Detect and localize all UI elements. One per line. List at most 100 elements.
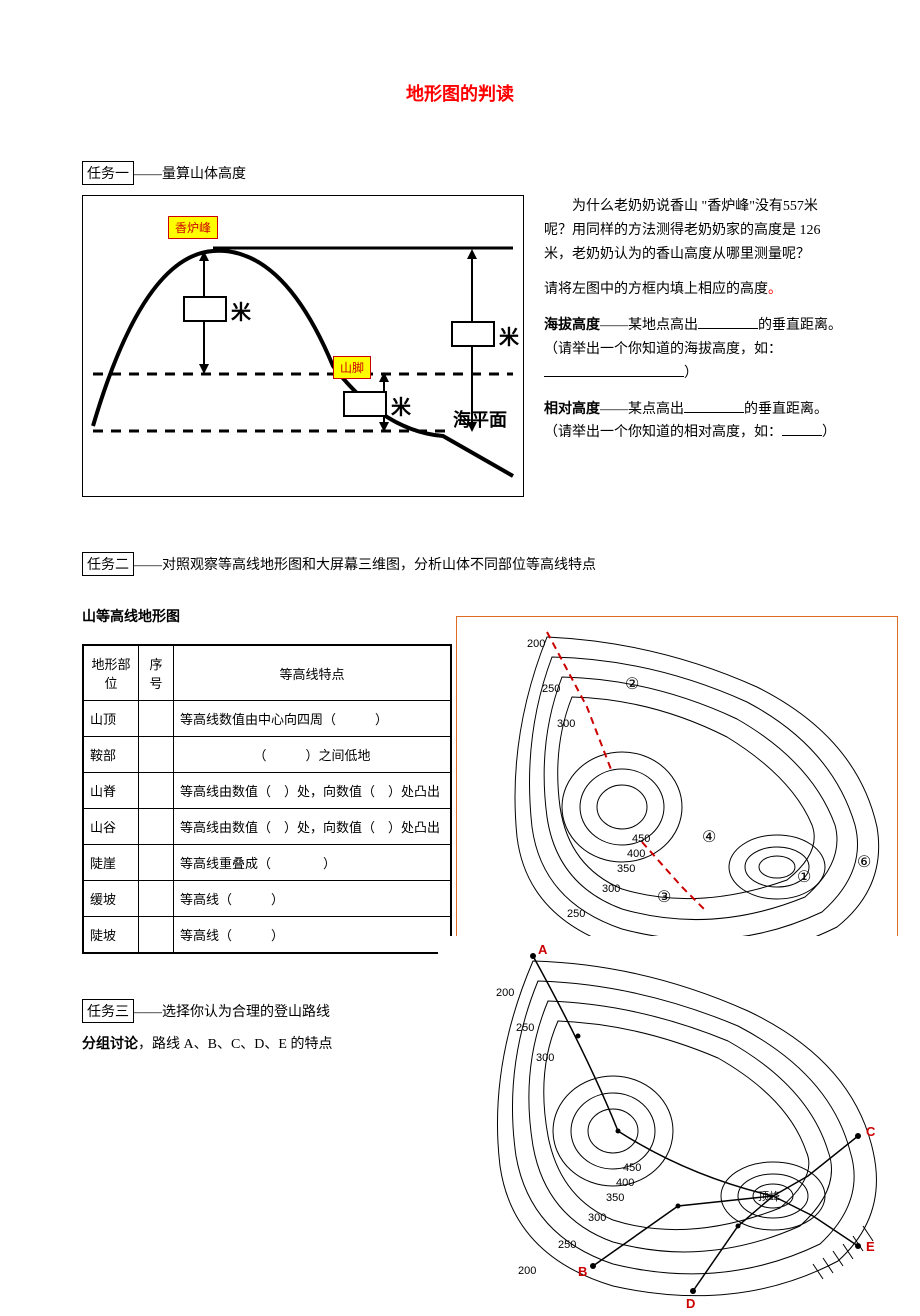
rel-label: 相对高度 <box>544 402 600 417</box>
mi-3: 米 <box>499 321 519 350</box>
discuss-rest: ，路线 A、B、C、D、E 的特点 <box>138 1037 332 1052</box>
r5c1: 缓坡 <box>83 881 139 917</box>
r6c2[interactable] <box>139 917 174 954</box>
table-row: 山脊等高线由数值（ ）处，向数值（ ）处凸出 <box>83 773 451 809</box>
r1c1: 鞍部 <box>83 737 139 773</box>
m1-c1: ① <box>797 869 811 886</box>
task3-label: 任务三 <box>82 999 134 1023</box>
r1c2[interactable] <box>139 737 174 773</box>
r1c3: （ ）之间低地 <box>174 737 452 773</box>
m2-300b: 300 <box>588 1212 606 1224</box>
terrain-table: 地形部位 序号 等高线特点 山顶等高线数值由中心向四周（ ） 鞍部 （ ）之间低地… <box>82 644 452 954</box>
table-row: 陡坡等高线（ ） <box>83 917 451 954</box>
th-2: 序号 <box>139 645 174 701</box>
m2-peak: 顶峰 <box>758 1190 780 1203</box>
m1-c4: ④ <box>702 829 716 846</box>
r5c3: 等高线（ ） <box>174 881 452 917</box>
r2c2[interactable] <box>139 773 174 809</box>
table-row: 山谷等高线由数值（ ）处，向数值（ ）处凸出 <box>83 809 451 845</box>
r6c3: 等高线（ ） <box>174 917 452 954</box>
m2-E: E <box>866 1239 875 1254</box>
mountain-height-diagram: 香炉峰 山脚 米 米 米 海平面 <box>82 195 524 497</box>
task1-rest: ——量算山体高度 <box>134 167 246 182</box>
r4c3: 等高线重叠成（ ） <box>174 845 452 881</box>
m1-450: 450 <box>632 833 650 845</box>
alt-t1: ——某地点高出 <box>600 318 698 333</box>
m1-300b: 300 <box>602 883 620 895</box>
r2c3: 等高线由数值（ ）处，向数值（ ）处凸出 <box>174 773 452 809</box>
blank-box-2[interactable] <box>343 391 387 417</box>
peak-yellow-label: 香炉峰 <box>168 216 218 239</box>
contour-map-bottom: 200 250 300 450 400 350 300 250 200 A B … <box>438 936 898 1316</box>
task2-label: 任务二 <box>82 552 134 576</box>
m2-450: 450 <box>623 1162 641 1174</box>
task3-rest: ——选择你认为合理的登山路线 <box>134 1005 330 1020</box>
mi-1: 米 <box>231 296 251 325</box>
task2-heading: 任务二——对照观察等高线地形图和大屏幕三维图，分析山体不同部位等高线特点 <box>82 552 838 576</box>
p1-text: 为什么老奶奶说香山 "香炉峰"没有557米呢？用同样的方法测得老奶奶家的高度是 … <box>544 199 821 262</box>
table-row: 缓坡等高线（ ） <box>83 881 451 917</box>
contour-map-top: 200 250 300 450 400 350 300 250 ② ④ ⑥ ③ … <box>456 616 898 978</box>
th-1: 地形部位 <box>83 645 139 701</box>
red-period: 。 <box>768 282 782 297</box>
m1-250: 250 <box>542 683 560 695</box>
mi-2: 米 <box>391 391 411 420</box>
r3c3: 等高线由数值（ ）处，向数值（ ）处凸出 <box>174 809 452 845</box>
rel-blank-1[interactable] <box>684 398 744 413</box>
m2-200b: 200 <box>518 1265 536 1277</box>
m1-c6: ⑥ <box>857 854 871 871</box>
m1-350: 350 <box>617 863 635 875</box>
alt-label: 海拔高度 <box>544 318 600 333</box>
m1-c3: ③ <box>657 889 671 906</box>
rel-t3: ） <box>822 425 836 440</box>
alt-blank-1[interactable] <box>698 314 758 329</box>
alt-blank-2[interactable] <box>544 362 684 377</box>
m1-400: 400 <box>627 848 645 860</box>
m2-250: 250 <box>516 1022 534 1034</box>
blank-box-1[interactable] <box>183 296 227 322</box>
arrow-up-left <box>199 251 209 261</box>
alt-t3: ） <box>684 366 698 381</box>
task1-side-text: 为什么老奶奶说香山 "香炉峰"没有557米呢？用同样的方法测得老奶奶家的高度是 … <box>544 195 838 497</box>
m2-400: 400 <box>616 1177 634 1189</box>
task1-label: 任务一 <box>82 161 134 185</box>
m2-250b: 250 <box>558 1239 576 1251</box>
page-title: 地形图的判读 <box>82 80 838 106</box>
r2c1: 山脊 <box>83 773 139 809</box>
m1-c2: ② <box>625 676 639 693</box>
arrow-down-left <box>199 364 209 374</box>
r0c2[interactable] <box>139 701 174 737</box>
discuss-label: 分组讨论 <box>82 1037 138 1052</box>
table-row: 山顶等高线数值由中心向四周（ ） <box>83 701 451 737</box>
table-row: 鞍部 （ ）之间低地 <box>83 737 451 773</box>
m2-C: C <box>866 1124 876 1139</box>
r4c1: 陡崖 <box>83 845 139 881</box>
m2-300: 300 <box>536 1052 554 1064</box>
r6c1: 陡坡 <box>83 917 139 954</box>
r0c3: 等高线数值由中心向四周（ ） <box>174 701 452 737</box>
rel-t1: ——某点高出 <box>600 402 684 417</box>
sea-level-label: 海平面 <box>453 406 507 432</box>
arrow-down-mid <box>379 422 389 432</box>
m2-B: B <box>578 1264 587 1279</box>
m1-200: 200 <box>527 638 545 650</box>
r3c2[interactable] <box>139 809 174 845</box>
r0c1: 山顶 <box>83 701 139 737</box>
m1-250b: 250 <box>567 908 585 920</box>
m2-D: D <box>686 1296 695 1311</box>
rel-blank-2[interactable] <box>782 421 822 436</box>
r5c2[interactable] <box>139 881 174 917</box>
m2-350: 350 <box>606 1192 624 1204</box>
p2-text: 请将左图中的方框内填上相应的高度 <box>544 282 768 297</box>
p1-indent <box>544 199 572 214</box>
arrow-up-mid <box>379 372 389 382</box>
m2-200: 200 <box>496 987 514 999</box>
blank-box-3[interactable] <box>451 321 495 347</box>
arrow-up-right <box>467 249 477 259</box>
foot-yellow-label: 山脚 <box>333 356 371 379</box>
m2-A: A <box>538 942 548 957</box>
r4c2[interactable] <box>139 845 174 881</box>
task1-heading: 任务一——量算山体高度 <box>82 161 838 185</box>
table-row: 陡崖等高线重叠成（ ） <box>83 845 451 881</box>
th-3: 等高线特点 <box>174 645 452 701</box>
